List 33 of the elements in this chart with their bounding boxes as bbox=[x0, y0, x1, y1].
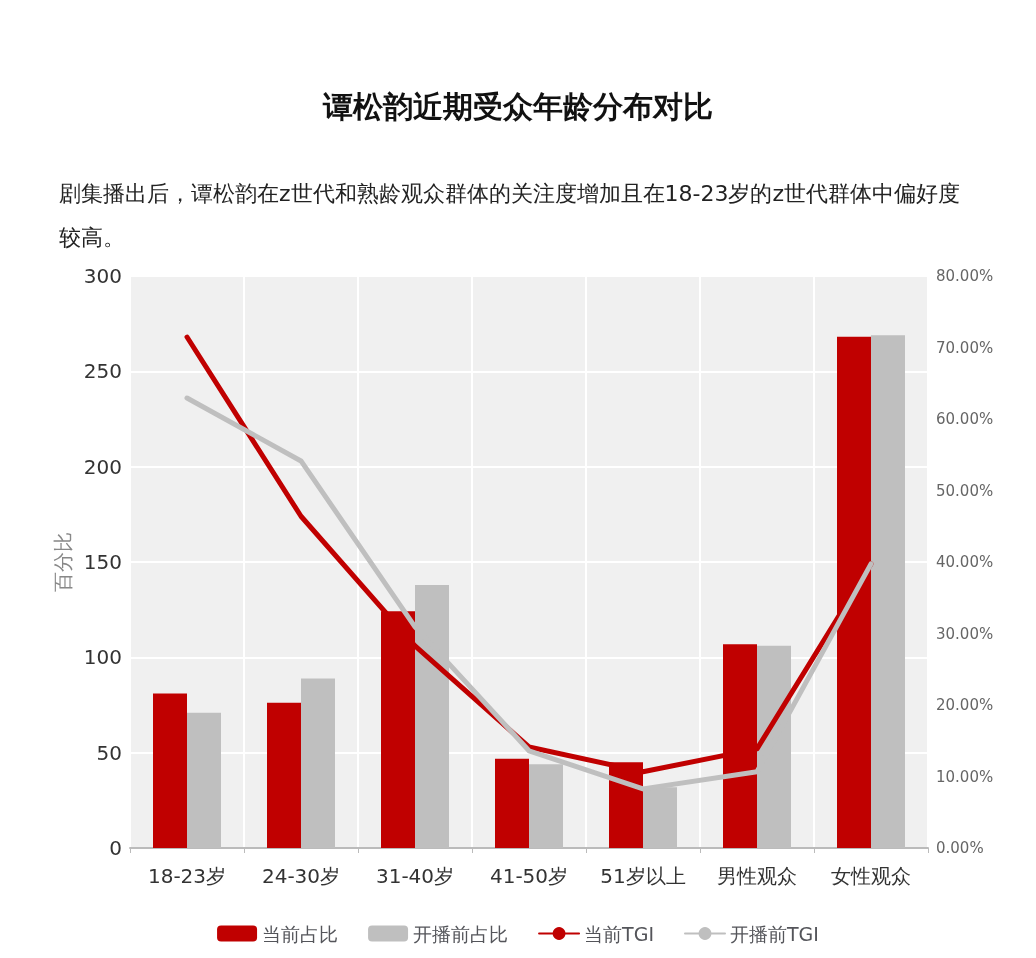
x-tick-label: 24-30岁 bbox=[261, 864, 341, 888]
bar bbox=[267, 702, 301, 848]
x-tick-label: 18-23岁 bbox=[147, 864, 227, 888]
y-tick-label: 200 bbox=[83, 454, 122, 479]
y-tick-label: 50 bbox=[96, 740, 122, 765]
legend-label: 开播前占比 bbox=[413, 922, 509, 945]
chart-subtitle: 剧集播出后，谭松韵在z世代和熟龄观众群体的关注度增加且在18-23岁的z世代群体中偏好度较高。 bbox=[59, 180, 961, 250]
y-axis-title: 百分比 bbox=[50, 532, 75, 592]
y-tick-label: 250 bbox=[83, 359, 122, 384]
chart-title: 谭松韵近期受众年龄分布对比 bbox=[322, 88, 713, 124]
legend-label: 开播前TGI bbox=[730, 922, 819, 945]
x-tick-label: 女性观众 bbox=[831, 864, 911, 888]
x-tick-label: 男性观众 bbox=[717, 864, 797, 888]
x-tick-label: 31-40岁 bbox=[375, 864, 455, 888]
y-tick-label: 300 bbox=[83, 264, 122, 288]
y2-tick-label: 0.00% bbox=[936, 839, 984, 857]
y-tick-label: 100 bbox=[83, 645, 122, 670]
y2-tick-label: 70.00% bbox=[936, 338, 994, 357]
y2-tick-label: 50.00% bbox=[936, 481, 994, 500]
bar bbox=[495, 758, 529, 848]
x-tick-label: 51岁以上 bbox=[600, 864, 686, 888]
x-tick-label: 41-50岁 bbox=[489, 864, 569, 888]
y2-tick-label: 30.00% bbox=[936, 624, 994, 643]
y2-tick-label: 10.00% bbox=[936, 767, 994, 786]
y2-tick-label: 60.00% bbox=[936, 410, 994, 428]
legend-label: 当前TGI bbox=[584, 922, 654, 945]
y2-tick-label: 40.00% bbox=[936, 553, 994, 571]
y2-tick-label: 80.00% bbox=[936, 267, 994, 285]
bar bbox=[153, 693, 187, 848]
y-tick-label: 150 bbox=[83, 550, 122, 574]
y-tick-label: 0 bbox=[109, 836, 122, 860]
legend-label: 当前占比 bbox=[262, 922, 339, 945]
y2-tick-label: 20.00% bbox=[936, 696, 994, 714]
